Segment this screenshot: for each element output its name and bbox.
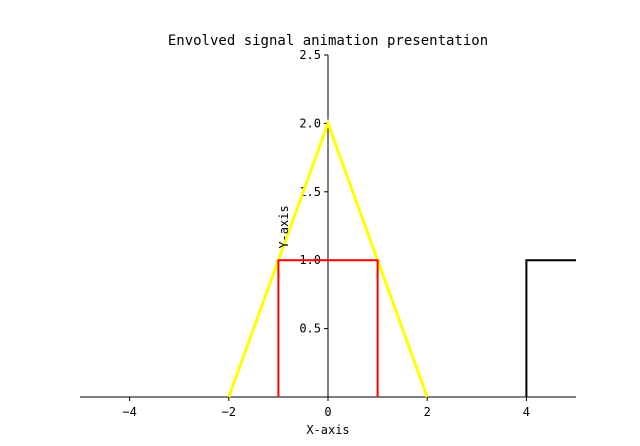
series-line-1 bbox=[227, 118, 429, 398]
x-axis-label: X-axis bbox=[306, 423, 349, 437]
y-axis-label: Y-axis bbox=[277, 205, 291, 248]
x-tick-label: −4 bbox=[122, 405, 136, 419]
x-tick-label: 4 bbox=[523, 405, 530, 419]
x-tick-label: 2 bbox=[424, 405, 431, 419]
y-tick-label: 2.0 bbox=[299, 116, 321, 130]
axes: −4 −2 0 2 40.51.01.52.02.5 bbox=[80, 48, 576, 419]
x-tick-label: 0 bbox=[324, 405, 331, 419]
x-tick-label: −2 bbox=[222, 405, 236, 419]
series-layer bbox=[227, 118, 576, 398]
series-line-2 bbox=[277, 259, 379, 397]
chart-title: Envolved signal animation presentation bbox=[168, 33, 488, 49]
y-tick-label: 2.5 bbox=[299, 48, 321, 62]
y-tick-label: 0.5 bbox=[299, 322, 321, 336]
series-line-3 bbox=[525, 259, 576, 397]
